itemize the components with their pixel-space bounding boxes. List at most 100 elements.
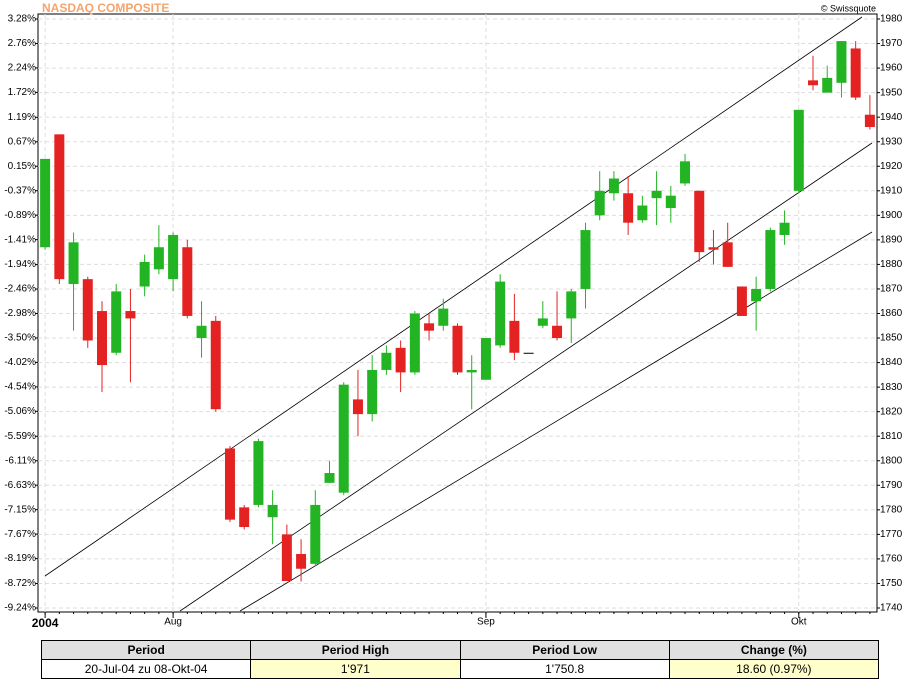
- header-cell: Period Low: [459, 640, 670, 660]
- trend-lines: [44, 16, 873, 612]
- y-tick-label: 1750: [880, 578, 903, 589]
- summary-table: Period Period High Period Low Change (%)…: [40, 640, 880, 679]
- candle-body: [352, 399, 363, 415]
- y2-tick-label: -2.46%: [4, 284, 36, 295]
- y2-tick-label: 2.76%: [8, 38, 36, 49]
- candle-body: [466, 369, 477, 373]
- candle-body: [409, 313, 420, 373]
- y2-tick-label: -6.11%: [5, 455, 36, 466]
- y2-tick-label: -8.19%: [4, 553, 36, 564]
- candle-body: [722, 242, 733, 267]
- cell: 1'750.8: [459, 659, 670, 679]
- candle-body: [623, 193, 634, 223]
- candle-body: [523, 352, 534, 354]
- y2-tick-label: -3.50%: [4, 333, 36, 344]
- candle-body: [651, 190, 662, 199]
- y-tick-label: 1790: [880, 480, 903, 491]
- candle-body: [338, 384, 349, 493]
- y2-tick-label: -4.54%: [4, 382, 36, 393]
- y2-tick-label: -7.15%: [4, 504, 36, 515]
- y-tick-label: 1940: [880, 112, 903, 123]
- y2-tick-label: -1.41%: [4, 234, 36, 245]
- x-tick-label: Okt: [791, 617, 807, 628]
- candle-body: [96, 311, 107, 366]
- y2-tick-label: 1.72%: [8, 87, 36, 98]
- candle-body: [680, 161, 691, 184]
- candle-body: [495, 281, 506, 346]
- y2-tick-label: -1.94%: [4, 259, 36, 270]
- y-tick-label: 1890: [880, 235, 903, 246]
- candle-body: [253, 441, 264, 505]
- y-tick-label: 1850: [880, 333, 903, 344]
- candle-body: [736, 286, 747, 316]
- candle-body: [765, 230, 776, 289]
- y2-tick-label: -9.24%: [4, 603, 36, 614]
- y2-tick-label: -0.37%: [4, 185, 36, 196]
- candle-body: [139, 261, 150, 287]
- y-tick-label: 1820: [880, 406, 903, 417]
- candle-body: [168, 234, 179, 280]
- y-tick-label: 1900: [880, 210, 903, 221]
- y2-tick-label: -5.59%: [4, 431, 36, 442]
- y2-tick-label: 0.15%: [8, 161, 36, 172]
- table-header: Period Period High Period Low Change (%): [40, 640, 880, 660]
- y-tick-label: 1800: [880, 455, 903, 466]
- table-row: 20-Jul-04 zu 08-Okt-04 1'971 1'750.8 18.…: [40, 659, 880, 679]
- candle-body: [125, 311, 136, 319]
- candle-body: [608, 178, 619, 194]
- candle-body: [210, 320, 221, 410]
- y-tick-label: 1870: [880, 284, 903, 295]
- candle-body: [751, 288, 762, 302]
- candle-body: [153, 247, 164, 270]
- candle-body: [452, 325, 463, 373]
- candle-body: [40, 158, 51, 248]
- y-tick-label: 1960: [880, 63, 903, 74]
- candles: [40, 41, 875, 582]
- y2-tick-label: 2.24%: [8, 63, 36, 74]
- y-tick-label: 1950: [880, 87, 903, 98]
- cell: 20-Jul-04 zu 08-Okt-04: [40, 659, 252, 679]
- y2-tick-label: -7.67%: [4, 529, 36, 540]
- candle-body: [381, 352, 392, 370]
- y-tick-label: 1930: [880, 136, 903, 147]
- cell: 1'971: [250, 659, 461, 679]
- candle-body: [864, 114, 875, 127]
- candle-body: [267, 504, 278, 518]
- y-tick-label: 1880: [880, 259, 903, 270]
- candle-body: [537, 318, 548, 326]
- chart: NASDAQ COMPOSITE © Swissquote 1740175017…: [4, 1, 902, 631]
- candle-body: [694, 190, 705, 253]
- candle-body: [793, 109, 804, 191]
- y2-tick-label: 0.67%: [8, 136, 36, 147]
- y-tick-label: 1970: [880, 38, 903, 49]
- header-cell: Period High: [250, 640, 461, 660]
- grid: 1740 1750 1760 1770 1780 1790 1800 1810 1820 1830…: [4, 14, 902, 631]
- y2-tick-label: -0.89%: [4, 210, 36, 221]
- y-tick-label: 1860: [880, 308, 903, 319]
- candle-body: [367, 369, 378, 415]
- y2-tick-label: -4.02%: [4, 357, 36, 368]
- candle-body: [566, 291, 577, 319]
- candle-body: [281, 534, 292, 582]
- y2-tick-label: -2.98%: [4, 308, 36, 319]
- candle-body: [196, 325, 207, 339]
- y-tick-label: 1980: [880, 14, 903, 25]
- candle-body: [54, 134, 65, 280]
- y-tick-label: 1760: [880, 554, 903, 565]
- credit: © Swissquote: [821, 3, 876, 13]
- candle-body: [68, 242, 79, 285]
- x-tick-label: 2004: [32, 616, 59, 630]
- trend-line: [239, 231, 873, 612]
- y-tick-label: 1920: [880, 161, 903, 172]
- candle-body: [182, 247, 193, 316]
- y2-tick-label: -8.72%: [4, 578, 36, 589]
- y2-tick-label: 3.28%: [8, 14, 36, 25]
- y2-tick-label: -5.06%: [4, 406, 36, 417]
- chart-title: NASDAQ COMPOSITE: [42, 1, 169, 15]
- candle-body: [82, 279, 93, 341]
- candle-body: [850, 48, 861, 98]
- candle-body: [111, 291, 122, 353]
- cell: 18.60 (0.97%): [668, 659, 880, 679]
- y-tick-label: 1780: [880, 504, 903, 515]
